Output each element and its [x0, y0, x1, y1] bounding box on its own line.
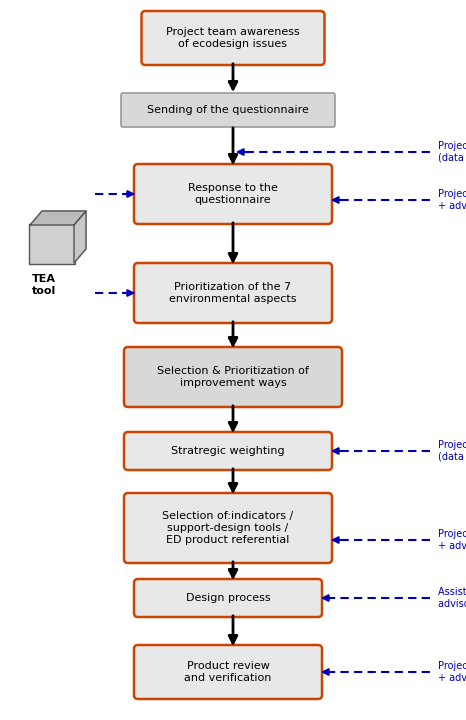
Text: Project team
+ advisory tech. centre: Project team + advisory tech. centre — [438, 529, 466, 551]
Text: Stratregic weighting: Stratregic weighting — [171, 446, 285, 456]
Text: Selection & Prioritization of
improvement ways: Selection & Prioritization of improvemen… — [157, 366, 309, 388]
Polygon shape — [30, 211, 86, 225]
Text: Response to the
questionnaire: Response to the questionnaire — [188, 183, 278, 204]
FancyBboxPatch shape — [29, 224, 75, 264]
FancyBboxPatch shape — [142, 11, 324, 65]
Text: Design process: Design process — [185, 593, 270, 603]
FancyBboxPatch shape — [124, 432, 332, 470]
FancyBboxPatch shape — [134, 164, 332, 224]
FancyBboxPatch shape — [124, 493, 332, 563]
Text: Selection of:indicators /
support-design tools /
ED product referential: Selection of:indicators / support-design… — [162, 511, 294, 544]
Text: Project team awareness
of ecodesign issues: Project team awareness of ecodesign issu… — [166, 27, 300, 49]
Text: Project team
(data retrieval): Project team (data retrieval) — [438, 141, 466, 163]
Text: Project team
(data retrieval): Project team (data retrieval) — [438, 440, 466, 462]
FancyBboxPatch shape — [134, 579, 322, 617]
Text: TEA
tool: TEA tool — [32, 274, 56, 296]
Text: Project team
+ advisory tech. centre: Project team + advisory tech. centre — [438, 189, 466, 211]
Text: Assistance by
advisory tech. centre: Assistance by advisory tech. centre — [438, 588, 466, 609]
FancyBboxPatch shape — [134, 263, 332, 323]
FancyBboxPatch shape — [134, 645, 322, 699]
Text: Sending of the questionnaire: Sending of the questionnaire — [147, 105, 309, 115]
Text: Project team
+ advisory tech. centre: Project team + advisory tech. centre — [438, 661, 466, 683]
Text: Product review
and verification: Product review and verification — [185, 661, 272, 683]
FancyBboxPatch shape — [121, 93, 335, 127]
FancyBboxPatch shape — [124, 347, 342, 407]
Text: Prioritization of the 7
environmental aspects: Prioritization of the 7 environmental as… — [169, 282, 297, 304]
Polygon shape — [74, 211, 86, 263]
